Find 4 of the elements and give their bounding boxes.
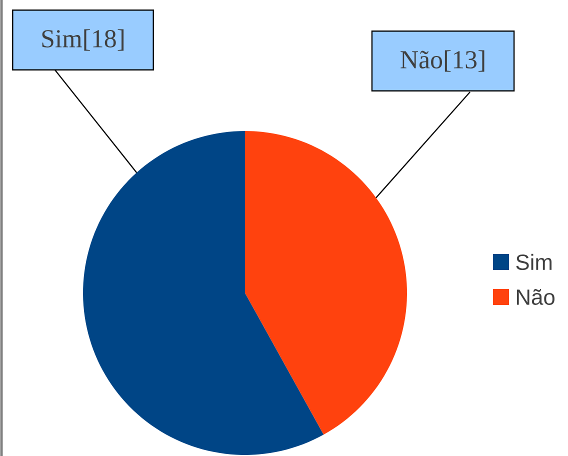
data-label: Sim[18] [42, 29, 124, 51]
legend-label: Não [517, 289, 554, 305]
legend-label: Sim [516, 254, 552, 270]
data-label: Não[13] [400, 50, 484, 72]
